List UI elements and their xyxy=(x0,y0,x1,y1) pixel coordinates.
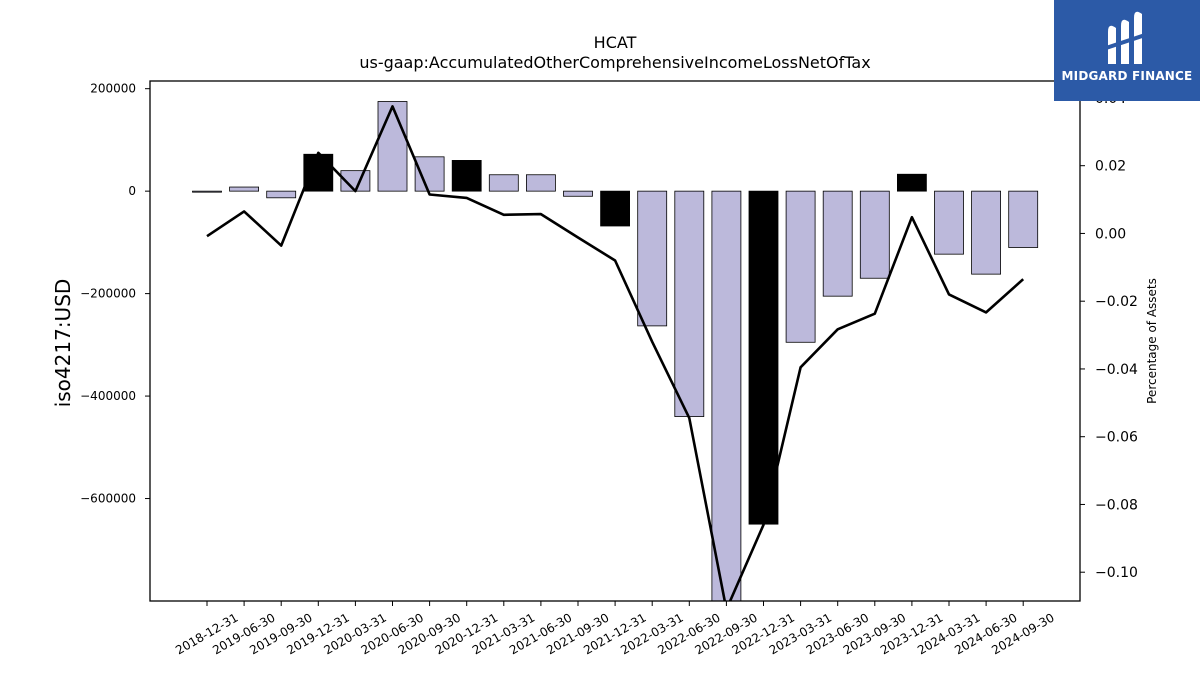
percentage-line xyxy=(206,105,1025,601)
bar xyxy=(526,174,556,192)
bar xyxy=(785,190,816,343)
bar xyxy=(563,190,593,197)
chart-title: HCAT xyxy=(594,33,637,52)
y-tick-label: −600000 xyxy=(80,492,136,506)
y-axis-label: iso4217:USD xyxy=(51,279,75,408)
y-tick-label: 0 xyxy=(128,184,136,198)
bar xyxy=(971,190,1001,275)
plot-frame xyxy=(149,80,1081,602)
bar xyxy=(229,186,260,192)
bar xyxy=(748,190,779,525)
bar xyxy=(711,190,742,601)
bar xyxy=(600,190,630,227)
bar xyxy=(859,190,890,279)
logo-mark-icon xyxy=(1105,11,1149,64)
y2-tick-label: −0.10 xyxy=(1095,565,1138,581)
y2-tick-label: −0.08 xyxy=(1095,497,1138,513)
y2-tick-label: −0.02 xyxy=(1095,294,1138,310)
y2-tick-label: −0.04 xyxy=(1095,362,1138,378)
y2-axis-label: Percentage of Assets xyxy=(1145,278,1159,404)
bar xyxy=(377,101,408,192)
bar xyxy=(451,160,482,192)
logo-text: MIDGARD FINANCE xyxy=(1061,69,1193,83)
y-tick-label: −200000 xyxy=(80,287,136,301)
chart-subtitle: us-gaap:AccumulatedOtherComprehensiveInc… xyxy=(359,53,870,72)
bar xyxy=(822,190,853,297)
bar xyxy=(897,173,927,192)
bar xyxy=(674,190,705,417)
y2-tick-label: 0.00 xyxy=(1095,226,1126,242)
bar xyxy=(934,190,964,255)
bar xyxy=(192,190,222,193)
bar xyxy=(1008,190,1039,248)
bar xyxy=(303,153,334,192)
y-tick-label: −400000 xyxy=(80,389,136,403)
bar xyxy=(637,190,668,327)
axes: 2000000−200000−400000−6000000.040.020.00… xyxy=(80,80,1138,657)
bar xyxy=(266,190,297,199)
y2-tick-label: −0.06 xyxy=(1095,430,1138,446)
y2-tick-label: 0.02 xyxy=(1095,159,1126,175)
y-tick-label: 200000 xyxy=(90,82,136,96)
bars xyxy=(192,101,1039,601)
line-layer xyxy=(206,105,1025,601)
bar xyxy=(414,156,445,192)
logo: MIDGARD FINANCE xyxy=(1054,0,1200,101)
bar xyxy=(488,174,519,192)
